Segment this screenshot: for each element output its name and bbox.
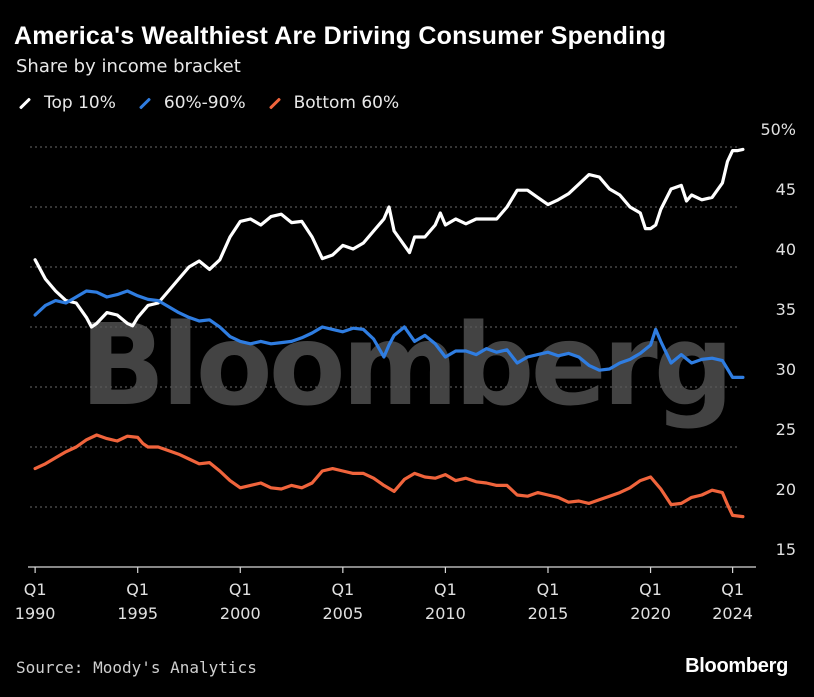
legend-label-top10: Top 10% <box>44 93 116 113</box>
x-tick-year-1995: 1995 <box>117 604 158 623</box>
gridlines <box>30 146 738 508</box>
chart-subtitle: Share by income bracket <box>16 56 241 77</box>
y-tick-label-20: 20 <box>776 480 796 499</box>
x-tick-year-2010: 2010 <box>425 604 466 623</box>
legend-item-top10: Top 10% <box>18 92 116 114</box>
y-tick-label-30: 30 <box>776 360 796 379</box>
x-axis: Q1 1990 Q1 1995 Q1 2000 Q1 2005 Q1 2010 Q1 2015 Q1 20… <box>15 566 756 623</box>
y-tick-label-25: 25 <box>776 420 796 439</box>
y-axis-ticks: 50% 45 40 35 30 25 20 15 <box>760 120 796 559</box>
legend-item-60-90: 60%-90% <box>138 92 246 114</box>
x-tick-quarter-2005: Q1 <box>331 580 354 599</box>
y-tick-label-35: 35 <box>776 300 796 319</box>
x-tick-quarter-1995: Q1 <box>126 580 149 599</box>
y-tick-label-45: 45 <box>776 180 796 199</box>
x-tick-quarter-2010: Q1 <box>434 580 457 599</box>
bloomberg-watermark: Bloomberg <box>80 301 730 431</box>
x-tick-quarter-2015: Q1 <box>537 580 560 599</box>
x-tick-year-2005: 2005 <box>322 604 363 623</box>
y-tick-label-40: 40 <box>776 240 796 259</box>
x-tick-year-2015: 2015 <box>528 604 569 623</box>
x-tick-quarter-2000: Q1 <box>229 580 252 599</box>
series-line-60-90- <box>33 289 745 379</box>
series-line-bottom-60- <box>33 433 745 519</box>
legend: Top 10% 60%-90% Bottom 60% <box>18 92 421 114</box>
x-tick-year-2024: 2024 <box>712 604 753 623</box>
x-tick-year-2000: 2000 <box>220 604 261 623</box>
chart-title: America's Wealthiest Are Driving Consume… <box>14 22 667 50</box>
series-line-top-10- <box>33 147 745 329</box>
series-lines <box>33 147 745 519</box>
x-tick-quarter-1990: Q1 <box>24 580 47 599</box>
x-tick-year-1990: 1990 <box>15 604 56 623</box>
x-tick-year-2020: 2020 <box>630 604 671 623</box>
legend-label-60-90: 60%-90% <box>163 93 246 113</box>
y-tick-label-50: 50% <box>760 120 796 139</box>
source-note: Source: Moody's Analytics <box>16 658 257 677</box>
legend-item-bottom60: Bottom 60% <box>268 92 400 114</box>
bloomberg-logo: Bloomberg <box>685 655 788 677</box>
legend-label-bottom60: Bottom 60% <box>293 93 400 113</box>
x-tick-quarter-2020: Q1 <box>639 580 662 599</box>
y-tick-label-15: 15 <box>776 540 796 559</box>
x-tick-quarter-2024: Q1 <box>721 580 744 599</box>
